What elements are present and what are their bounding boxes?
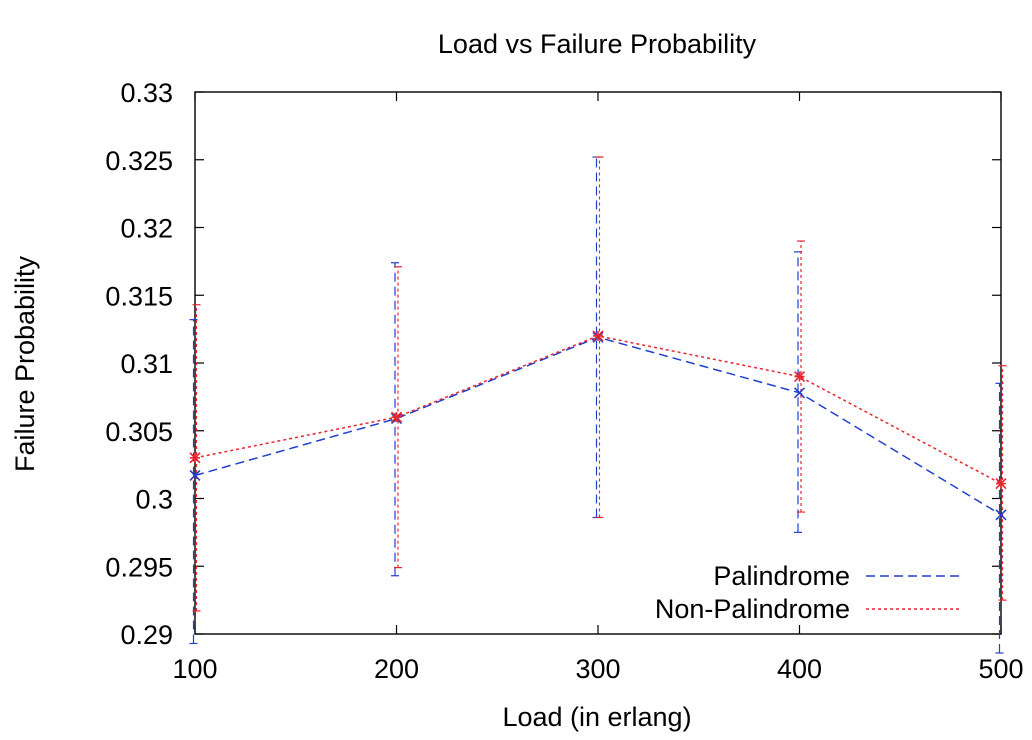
y-tick-label: 0.3 bbox=[135, 485, 173, 515]
x-tick-label: 100 bbox=[172, 654, 217, 684]
x-tick-label: 400 bbox=[777, 654, 822, 684]
y-tick-label: 0.295 bbox=[105, 552, 173, 582]
y-axis-label: Failure Probability bbox=[10, 255, 40, 472]
y-tick-label: 0.325 bbox=[105, 146, 173, 176]
series-1-point-b bbox=[793, 387, 806, 399]
series-line-1 bbox=[194, 336, 1002, 516]
x-tick-label: 300 bbox=[575, 654, 620, 684]
chart-title: Load vs Failure Probability bbox=[438, 29, 757, 59]
y-tick-label: 0.305 bbox=[105, 417, 173, 447]
x-axis-label: Load (in erlang) bbox=[502, 702, 691, 732]
y-tick-label: 0.31 bbox=[120, 349, 173, 379]
y-tick-label: 0.33 bbox=[120, 78, 173, 108]
plot-frame bbox=[194, 91, 1002, 635]
y-tick-label: 0.315 bbox=[105, 281, 173, 311]
plot-area: 100 200 300 400 500 0.29 0.295 0.3 0.305 0.31 0.31… bbox=[105, 78, 1023, 684]
x-tick-label: 500 bbox=[978, 654, 1023, 684]
legend-label-1: Palindrome bbox=[713, 561, 850, 591]
y-tick-label: 0.29 bbox=[120, 620, 173, 650]
y-tick-label: 0.32 bbox=[120, 214, 173, 244]
legend-label-2: Non-Palindrome bbox=[655, 594, 850, 624]
series-1-point-b bbox=[189, 469, 201, 482]
series-line-2 bbox=[194, 335, 1002, 485]
series-1-point-b bbox=[995, 509, 1007, 521]
x-tick-label: 200 bbox=[374, 654, 419, 684]
